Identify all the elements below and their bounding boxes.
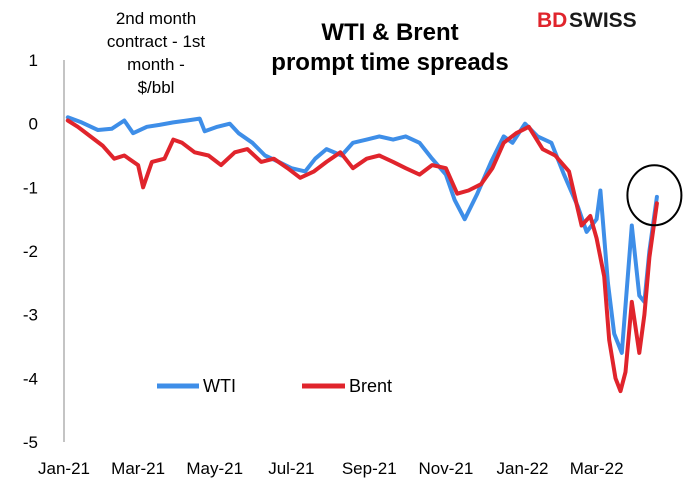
y-tick-label: 0 — [29, 115, 38, 134]
x-tick-label: Sep-21 — [342, 459, 397, 478]
y-tick-label: -1 — [23, 178, 38, 197]
brand-suffix: SWISS — [569, 9, 637, 32]
x-tick-label: Nov-21 — [418, 459, 473, 478]
unit-label-line-3: month - — [127, 55, 185, 74]
x-tick-labels: Jan-21 Mar-21 May-21 Jul-21 Sep-21 Nov-21 Jan-… — [38, 459, 624, 478]
legend-brent-label: Brent — [349, 376, 392, 396]
x-tick-label: Jan-21 — [38, 459, 90, 478]
highlight-circle — [626, 164, 683, 227]
x-tick-label: May-21 — [186, 459, 243, 478]
chart-title-line-1: WTI & Brent — [321, 19, 458, 46]
x-tick-label: Mar-21 — [111, 459, 165, 478]
y-tick-label: -4 — [23, 369, 38, 388]
brand-prefix: BD — [537, 9, 567, 32]
annotation-layer — [626, 164, 683, 227]
y-tick-labels: 1 0 -1 -2 -3 -4 -5 — [23, 51, 38, 452]
unit-label-line-4: $/bbl — [138, 78, 175, 97]
y-tick-label: -3 — [23, 306, 38, 325]
series-line-brent — [65, 118, 659, 394]
x-tick-label: Jul-21 — [268, 459, 314, 478]
unit-label-line-2: contract - 1st — [107, 32, 206, 51]
brand-logo: BD SWISS — [537, 9, 637, 32]
x-tick-label: Mar-22 — [570, 459, 624, 478]
series-line-wti — [65, 115, 659, 355]
series-layer — [65, 115, 659, 394]
legend-wti-label: WTI — [203, 376, 236, 396]
y-tick-label: -5 — [23, 433, 38, 452]
y-tick-label: 1 — [29, 51, 38, 70]
unit-label-line-1: 2nd month — [116, 9, 196, 28]
x-tick-label: Jan-22 — [497, 459, 549, 478]
y-tick-label: -2 — [23, 242, 38, 261]
legend: WTI Brent — [157, 376, 392, 396]
chart-title-line-2: prompt time spreads — [271, 49, 508, 76]
